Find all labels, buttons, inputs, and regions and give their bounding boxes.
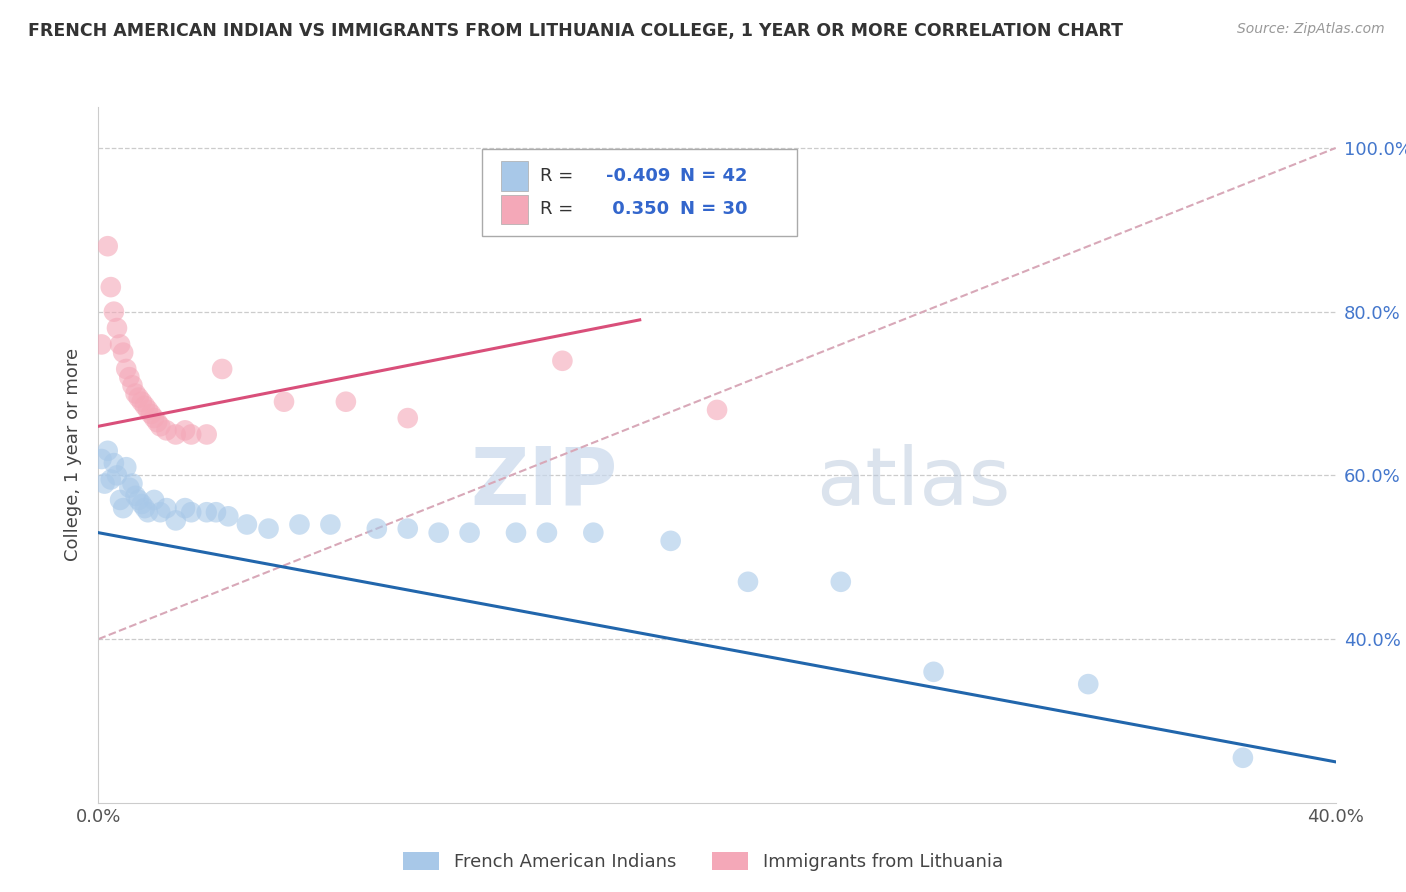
Point xyxy=(1232,751,1254,765)
Point xyxy=(124,489,146,503)
Point xyxy=(93,476,115,491)
FancyBboxPatch shape xyxy=(501,194,527,224)
Point xyxy=(105,468,128,483)
Point xyxy=(90,452,112,467)
Point xyxy=(257,522,280,536)
Point xyxy=(108,492,131,507)
Point xyxy=(366,522,388,536)
Point xyxy=(458,525,481,540)
Point xyxy=(115,460,138,475)
Point xyxy=(115,362,138,376)
Point xyxy=(112,501,135,516)
Point xyxy=(505,525,527,540)
Point xyxy=(180,427,202,442)
Point xyxy=(105,321,128,335)
Point xyxy=(143,411,166,425)
Text: N = 42: N = 42 xyxy=(681,167,748,185)
Text: FRENCH AMERICAN INDIAN VS IMMIGRANTS FROM LITHUANIA COLLEGE, 1 YEAR OR MORE CORR: FRENCH AMERICAN INDIAN VS IMMIGRANTS FRO… xyxy=(28,22,1123,40)
Point xyxy=(319,517,342,532)
Point xyxy=(273,394,295,409)
Point xyxy=(288,517,311,532)
Point xyxy=(97,443,120,458)
Point xyxy=(149,419,172,434)
Point xyxy=(121,378,143,392)
Point xyxy=(134,399,156,413)
Point xyxy=(134,501,156,516)
Point xyxy=(100,280,122,294)
Point xyxy=(90,337,112,351)
Point xyxy=(582,525,605,540)
Text: N = 30: N = 30 xyxy=(681,201,748,219)
Point xyxy=(706,403,728,417)
Point xyxy=(396,522,419,536)
Text: ZIP: ZIP xyxy=(471,443,619,522)
Text: -0.409: -0.409 xyxy=(606,167,671,185)
Point xyxy=(103,456,125,470)
Point xyxy=(174,423,197,437)
Point xyxy=(211,362,233,376)
Point xyxy=(536,525,558,540)
Point xyxy=(136,505,159,519)
Y-axis label: College, 1 year or more: College, 1 year or more xyxy=(65,349,83,561)
Point xyxy=(146,415,169,429)
Text: Source: ZipAtlas.com: Source: ZipAtlas.com xyxy=(1237,22,1385,37)
FancyBboxPatch shape xyxy=(482,149,797,235)
Point xyxy=(136,403,159,417)
Point xyxy=(118,481,141,495)
Point xyxy=(165,427,187,442)
Point xyxy=(659,533,682,548)
Point xyxy=(205,505,228,519)
Point xyxy=(118,370,141,384)
Point xyxy=(195,427,218,442)
Point xyxy=(155,423,177,437)
Point xyxy=(396,411,419,425)
Point xyxy=(149,505,172,519)
Point xyxy=(195,505,218,519)
Point xyxy=(174,501,197,516)
Point xyxy=(922,665,945,679)
Point xyxy=(128,391,150,405)
Point xyxy=(103,304,125,318)
Point xyxy=(97,239,120,253)
Point xyxy=(427,525,450,540)
Point xyxy=(139,407,162,421)
Point xyxy=(335,394,357,409)
Point xyxy=(236,517,259,532)
Point xyxy=(131,394,153,409)
Point xyxy=(108,337,131,351)
Point xyxy=(100,473,122,487)
Point xyxy=(131,497,153,511)
Point xyxy=(155,501,177,516)
Point xyxy=(217,509,239,524)
Point xyxy=(180,505,202,519)
Point xyxy=(124,386,146,401)
Point xyxy=(1077,677,1099,691)
Point xyxy=(165,513,187,527)
FancyBboxPatch shape xyxy=(501,161,527,191)
Text: 0.350: 0.350 xyxy=(606,201,669,219)
Text: R =: R = xyxy=(540,201,579,219)
Legend: French American Indians, Immigrants from Lithuania: French American Indians, Immigrants from… xyxy=(396,845,1010,879)
Text: atlas: atlas xyxy=(815,443,1011,522)
Point xyxy=(121,476,143,491)
Point xyxy=(551,353,574,368)
Point xyxy=(112,345,135,359)
Point xyxy=(830,574,852,589)
Text: R =: R = xyxy=(540,167,579,185)
Point xyxy=(128,492,150,507)
Point xyxy=(737,574,759,589)
Point xyxy=(143,492,166,507)
